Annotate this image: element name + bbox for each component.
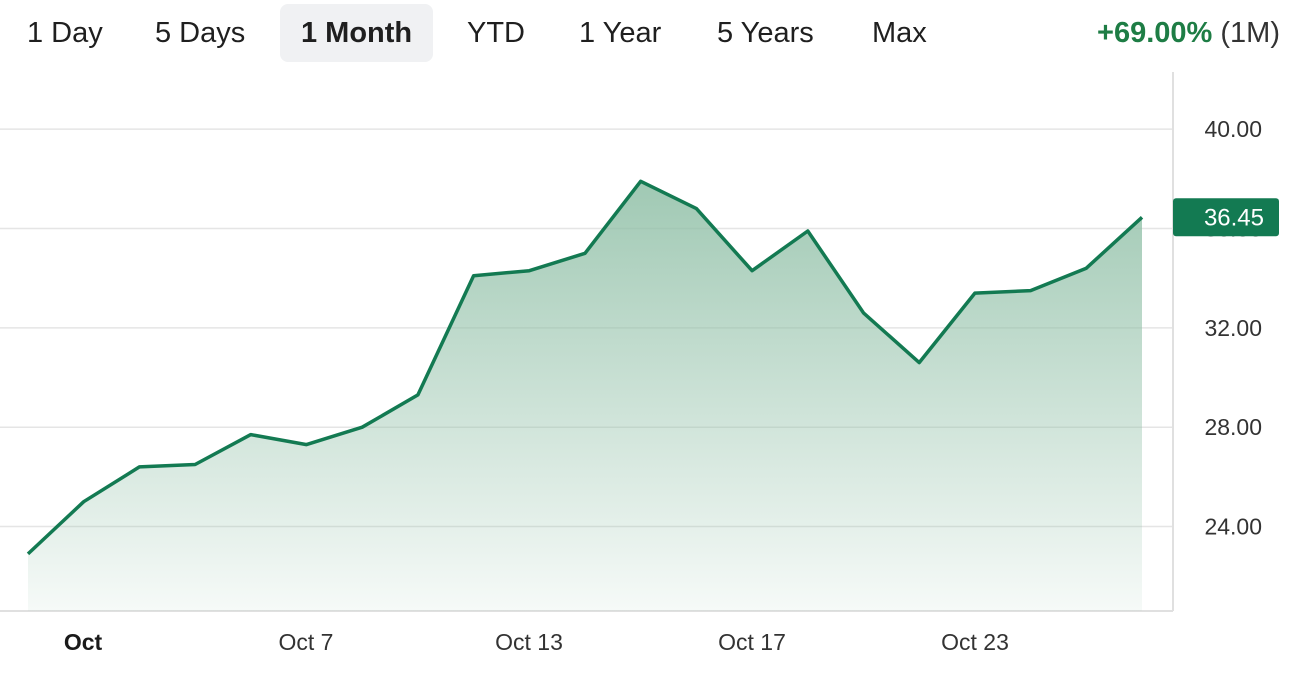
- x-tick-label: Oct 13: [495, 629, 563, 655]
- performance-summary: +69.00% (1M): [1097, 4, 1280, 62]
- y-tick-label: 28.00: [1204, 414, 1262, 440]
- tab-max[interactable]: Max: [872, 17, 927, 49]
- x-axis-ticks: Oct Oct 7 Oct 13 Oct 17 Oct 23: [64, 629, 1009, 655]
- performance-change: +69.00%: [1097, 17, 1213, 49]
- x-tick-label: Oct: [64, 629, 103, 655]
- tab-1-month[interactable]: 1 Month: [280, 4, 434, 62]
- performance-period: (1M): [1220, 17, 1280, 49]
- price-line: [26, 179, 1144, 556]
- last-price-label: 36.45: [1204, 204, 1264, 231]
- tab-5-days[interactable]: 5 Days: [155, 17, 246, 49]
- y-tick-label: 32.00: [1204, 315, 1262, 341]
- x-tick-label: Oct 7: [279, 629, 334, 655]
- last-price-badge-bg: [1173, 198, 1279, 237]
- tab-1-year[interactable]: 1 Year: [579, 17, 662, 49]
- price-area: [28, 181, 1142, 612]
- tab-1-day[interactable]: 1 Day: [27, 17, 103, 49]
- x-tick-label: Oct 17: [718, 629, 786, 655]
- y-tick-label: 40.00: [1204, 116, 1262, 142]
- last-price-badge: 36.45: [1173, 198, 1279, 237]
- tab-ytd[interactable]: YTD: [467, 17, 525, 49]
- tab-5-years[interactable]: 5 Years: [717, 17, 814, 49]
- x-tick-label: Oct 23: [941, 629, 1009, 655]
- y-tick-label: 24.00: [1204, 514, 1262, 540]
